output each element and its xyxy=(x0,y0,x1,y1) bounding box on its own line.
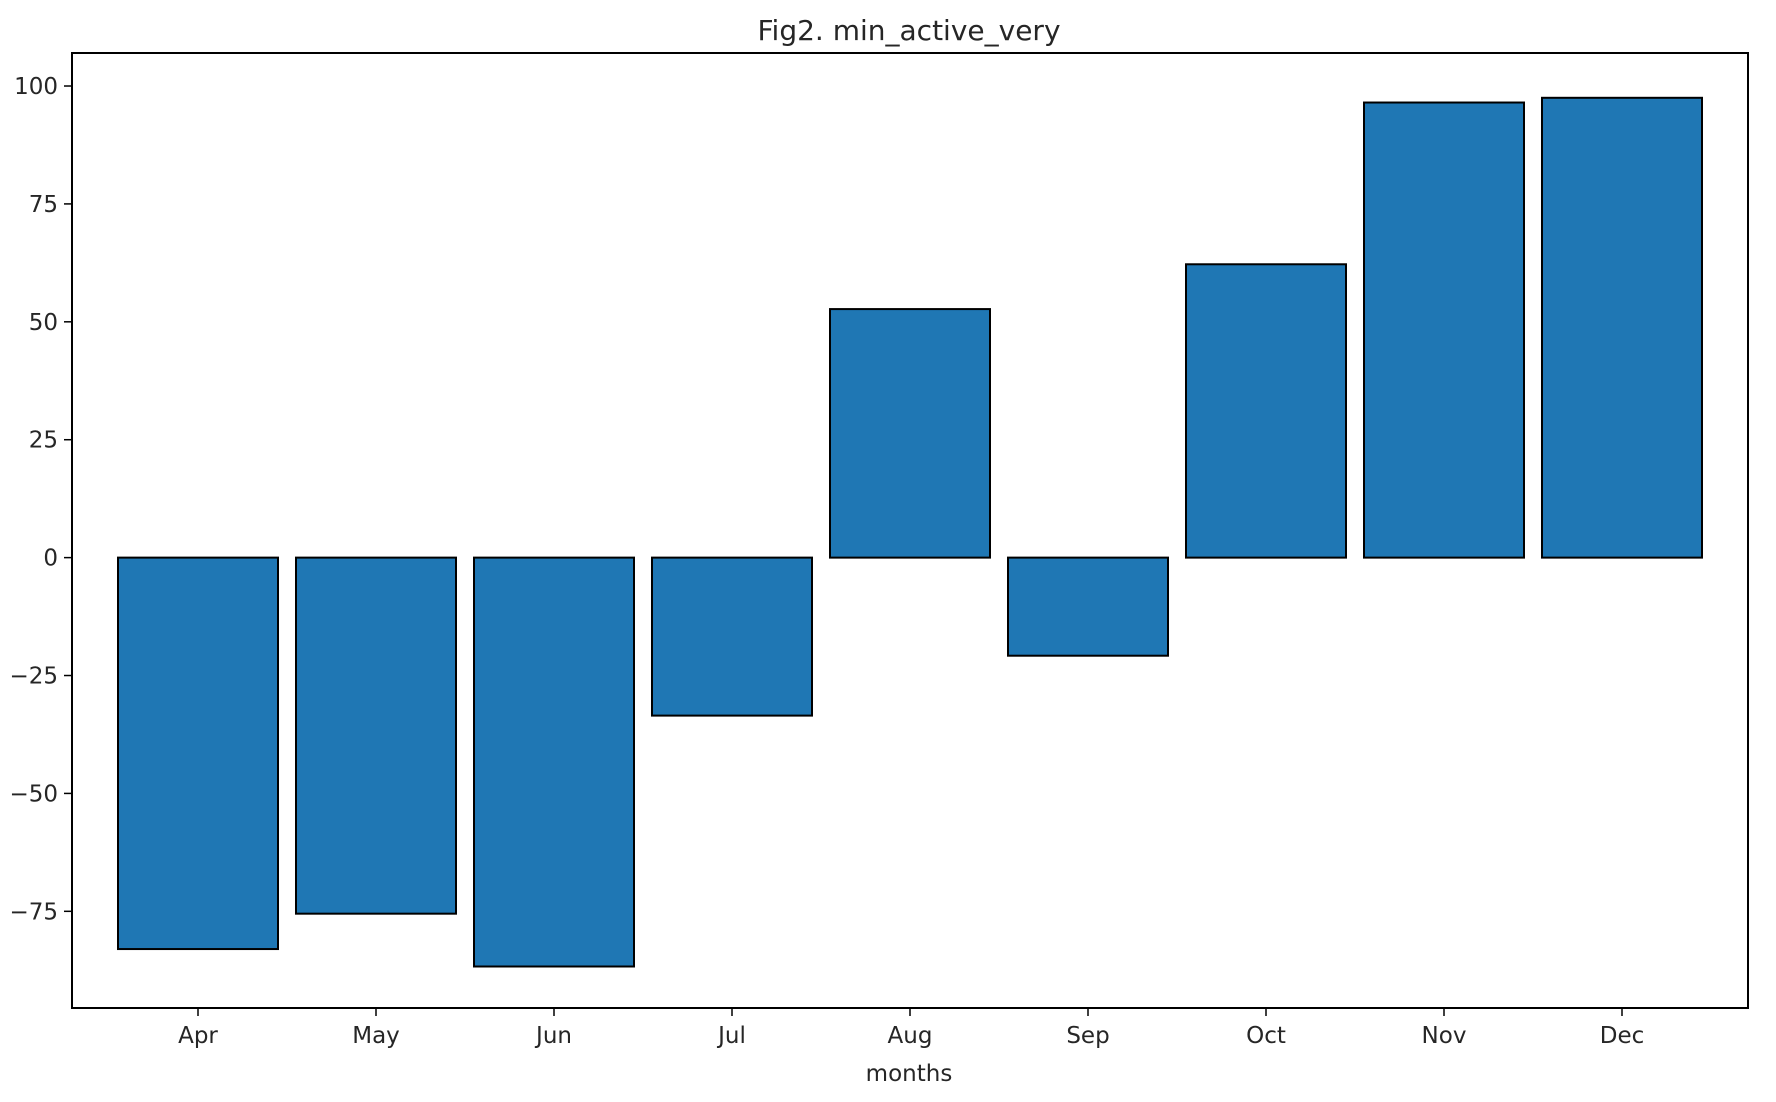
bar-jun xyxy=(473,556,635,968)
bar-jul xyxy=(651,556,813,717)
x-tick-label: Jun xyxy=(534,1023,572,1049)
bar-apr xyxy=(117,556,279,951)
x-tick-label: Oct xyxy=(1246,1023,1286,1049)
y-tick-label: −75 xyxy=(9,899,58,925)
y-tick-label: 25 xyxy=(29,428,58,454)
x-tick-label: Apr xyxy=(178,1023,218,1049)
y-tick-label: 0 xyxy=(43,546,58,572)
bar-aug xyxy=(829,308,991,559)
x-tick-label: Dec xyxy=(1600,1023,1645,1049)
x-axis: Apr May Jun Jul Aug Sep Oct Nov Dec xyxy=(178,1008,1644,1049)
y-tick-label: −25 xyxy=(9,664,58,690)
x-tick-label: Sep xyxy=(1066,1023,1109,1049)
x-tick-label: May xyxy=(352,1023,400,1049)
y-tick-label: 50 xyxy=(29,310,58,336)
bars-group xyxy=(117,96,1703,968)
bar-oct xyxy=(1185,263,1347,559)
y-tick-label: 75 xyxy=(29,192,58,218)
chart-title: Fig2. min_active_very xyxy=(757,14,1060,47)
bar-dec xyxy=(1541,96,1703,559)
bar-sep xyxy=(1007,556,1169,657)
x-tick-label: Aug xyxy=(888,1023,933,1049)
y-axis: 100 75 50 25 0 −25 −50 −75 xyxy=(9,74,72,925)
y-tick-label: −50 xyxy=(9,781,58,807)
x-axis-label: months xyxy=(866,1061,953,1087)
x-tick-label: Nov xyxy=(1422,1023,1467,1049)
bar-may xyxy=(295,556,457,915)
x-tick-label: Jul xyxy=(716,1023,746,1049)
bar-nov xyxy=(1363,101,1525,559)
y-tick-label: 100 xyxy=(14,74,58,100)
